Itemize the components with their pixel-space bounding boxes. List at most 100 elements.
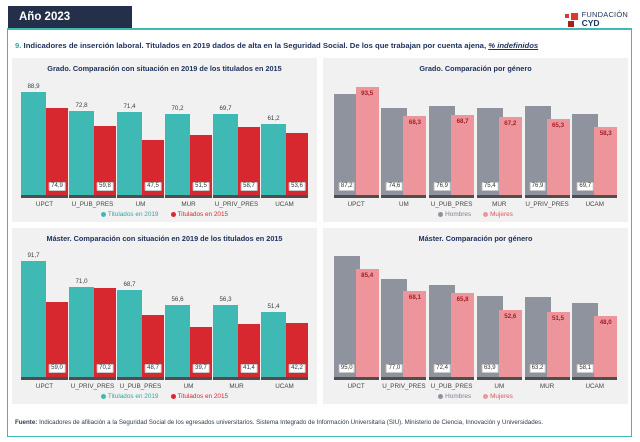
value-label: 48,0 xyxy=(599,319,612,326)
bar-series2 xyxy=(403,116,427,195)
bar-series1 xyxy=(261,124,286,195)
bar-series1 xyxy=(524,106,551,195)
bar-series2 xyxy=(94,126,116,195)
legend-label: Hombres xyxy=(445,211,472,218)
bar-series1 xyxy=(381,108,408,195)
value-label: 74,9 xyxy=(48,182,66,191)
legend-item: Titulados en 2019 xyxy=(100,211,159,218)
chart-panel-grado-genero: Grado. Comparación por género 87,2 93,5 UP… xyxy=(323,58,628,222)
value-label: 39,7 xyxy=(192,364,210,373)
bar-pair: 58,1 48,0 xyxy=(572,250,618,377)
bar-pair: 74,6 68,3 xyxy=(381,79,427,195)
value-label: 58,1 xyxy=(576,364,594,373)
value-label: 41,4 xyxy=(240,364,258,373)
value-label: 70,2 xyxy=(171,105,184,112)
bar-series1 xyxy=(261,312,286,377)
bar-series2 xyxy=(286,133,308,195)
axis-base xyxy=(21,195,68,198)
category-label: U_PUB_PRES xyxy=(119,383,162,390)
bar-pair: 61,2 53,6 xyxy=(261,79,308,195)
bar-pair: 91,7 59,0 xyxy=(21,250,68,377)
category-label: UPCT xyxy=(35,383,54,390)
category-label: UM xyxy=(135,201,146,208)
value-label: 69,7 xyxy=(219,105,232,112)
bar-series2 xyxy=(546,312,570,377)
axis-base xyxy=(572,195,618,198)
value-label: 63,9 xyxy=(481,364,499,373)
axis-base xyxy=(524,195,570,198)
value-label: 51,5 xyxy=(551,315,565,322)
category-label: U_PRIV_PRES xyxy=(214,201,259,208)
value-label: 85,4 xyxy=(361,272,374,279)
value-label: 68,1 xyxy=(408,294,421,301)
bar-group: 71,0 70,2 U_PRIV_PRES xyxy=(69,250,116,390)
bar-pair: 72,8 59,8 xyxy=(69,79,116,195)
chart-panel-grado-cohorte: Grado. Comparación con situación en 2019… xyxy=(12,58,317,222)
bar-group: 76,9 65,3 U_PRIV_PRES xyxy=(524,79,570,208)
category-label: UPCT xyxy=(347,383,365,390)
bar-group: 56,6 39,7 UM xyxy=(165,250,212,390)
axis-base xyxy=(524,377,570,380)
chart-legend: Titulados en 2019 Titulados en 2015 xyxy=(18,211,311,218)
source-label: Fuente: xyxy=(15,419,38,426)
value-label: 53,6 xyxy=(288,182,306,191)
year-badge: Año 2023 xyxy=(8,6,132,29)
category-label: MUR xyxy=(492,201,507,208)
source-note: Fuente: Indicadores de afiliación a la S… xyxy=(15,419,627,426)
axis-base xyxy=(476,377,522,380)
value-label: 56,6 xyxy=(171,296,184,303)
value-label: 63,2 xyxy=(529,364,546,373)
legend-dot-icon xyxy=(100,394,106,399)
value-label: 68,3 xyxy=(408,119,421,126)
legend-dot-icon xyxy=(100,212,106,217)
value-label: 51,4 xyxy=(267,303,280,310)
legend-dot-icon xyxy=(483,212,489,217)
legend-item: Hombres xyxy=(438,393,471,400)
legend-dot-icon xyxy=(438,212,444,217)
bar-pair: 88,9 74,9 xyxy=(21,79,68,195)
bar-pair: 63,2 51,5 xyxy=(524,250,570,377)
bar-group: 61,2 53,6 UCAM xyxy=(261,79,308,208)
legend-item: Hombres xyxy=(438,211,471,218)
bar-series1 xyxy=(429,106,456,195)
bar-series1 xyxy=(69,287,94,377)
bar-series1 xyxy=(333,256,360,377)
bar-group: 72,4 65,8 U_PUB_PRES xyxy=(429,250,475,390)
source-text: Indicadores de afiliación a la Seguridad… xyxy=(37,419,543,426)
legend-label: Mujeres xyxy=(490,393,513,400)
bar-series1 xyxy=(117,290,142,377)
axis-base xyxy=(213,195,260,198)
bar-series2 xyxy=(451,115,475,195)
page-frame xyxy=(7,28,632,437)
axis-base xyxy=(261,377,308,380)
value-label: 47,5 xyxy=(144,182,162,191)
bar-series1 xyxy=(165,305,190,377)
chart-legend: Hombres Mujeres xyxy=(329,393,622,400)
value-label: 58,3 xyxy=(599,130,612,137)
logo-line1: FUNDACIÓN xyxy=(581,10,628,19)
bar-pair: 70,2 51,5 xyxy=(165,79,212,195)
value-label: 42,2 xyxy=(288,364,306,373)
axis-base xyxy=(572,377,618,380)
bar-pair: 75,4 67,2 xyxy=(476,79,522,195)
bar-series1 xyxy=(572,114,599,195)
bar-group: 77,0 68,1 U_PRIV_PRES xyxy=(381,250,427,390)
category-label: MUR xyxy=(539,383,555,390)
legend-item: Titulados en 2019 xyxy=(100,393,159,400)
bar-pair: 76,9 68,7 xyxy=(429,79,475,195)
value-label: 91,7 xyxy=(27,252,40,259)
legend-label: Titulados en 2015 xyxy=(177,393,229,400)
legend-item: Mujeres xyxy=(483,211,513,218)
bar-group: 72,8 59,8 U_PUB_PRES xyxy=(69,79,116,208)
value-label: 76,9 xyxy=(433,182,451,191)
bar-series2 xyxy=(46,302,68,377)
bar-series2 xyxy=(46,108,68,195)
value-label: 93,5 xyxy=(361,90,374,97)
value-label: 59,8 xyxy=(96,182,114,191)
legend-label: Titulados en 2015 xyxy=(177,211,229,218)
bar-group: 95,0 85,4 UPCT xyxy=(333,250,379,390)
chart-panel-master-genero: Máster. Comparación por género 95,0 85,4 U… xyxy=(323,228,628,404)
axis-base xyxy=(476,195,522,198)
title-number: 9. xyxy=(15,41,22,50)
value-label: 74,6 xyxy=(386,182,403,191)
